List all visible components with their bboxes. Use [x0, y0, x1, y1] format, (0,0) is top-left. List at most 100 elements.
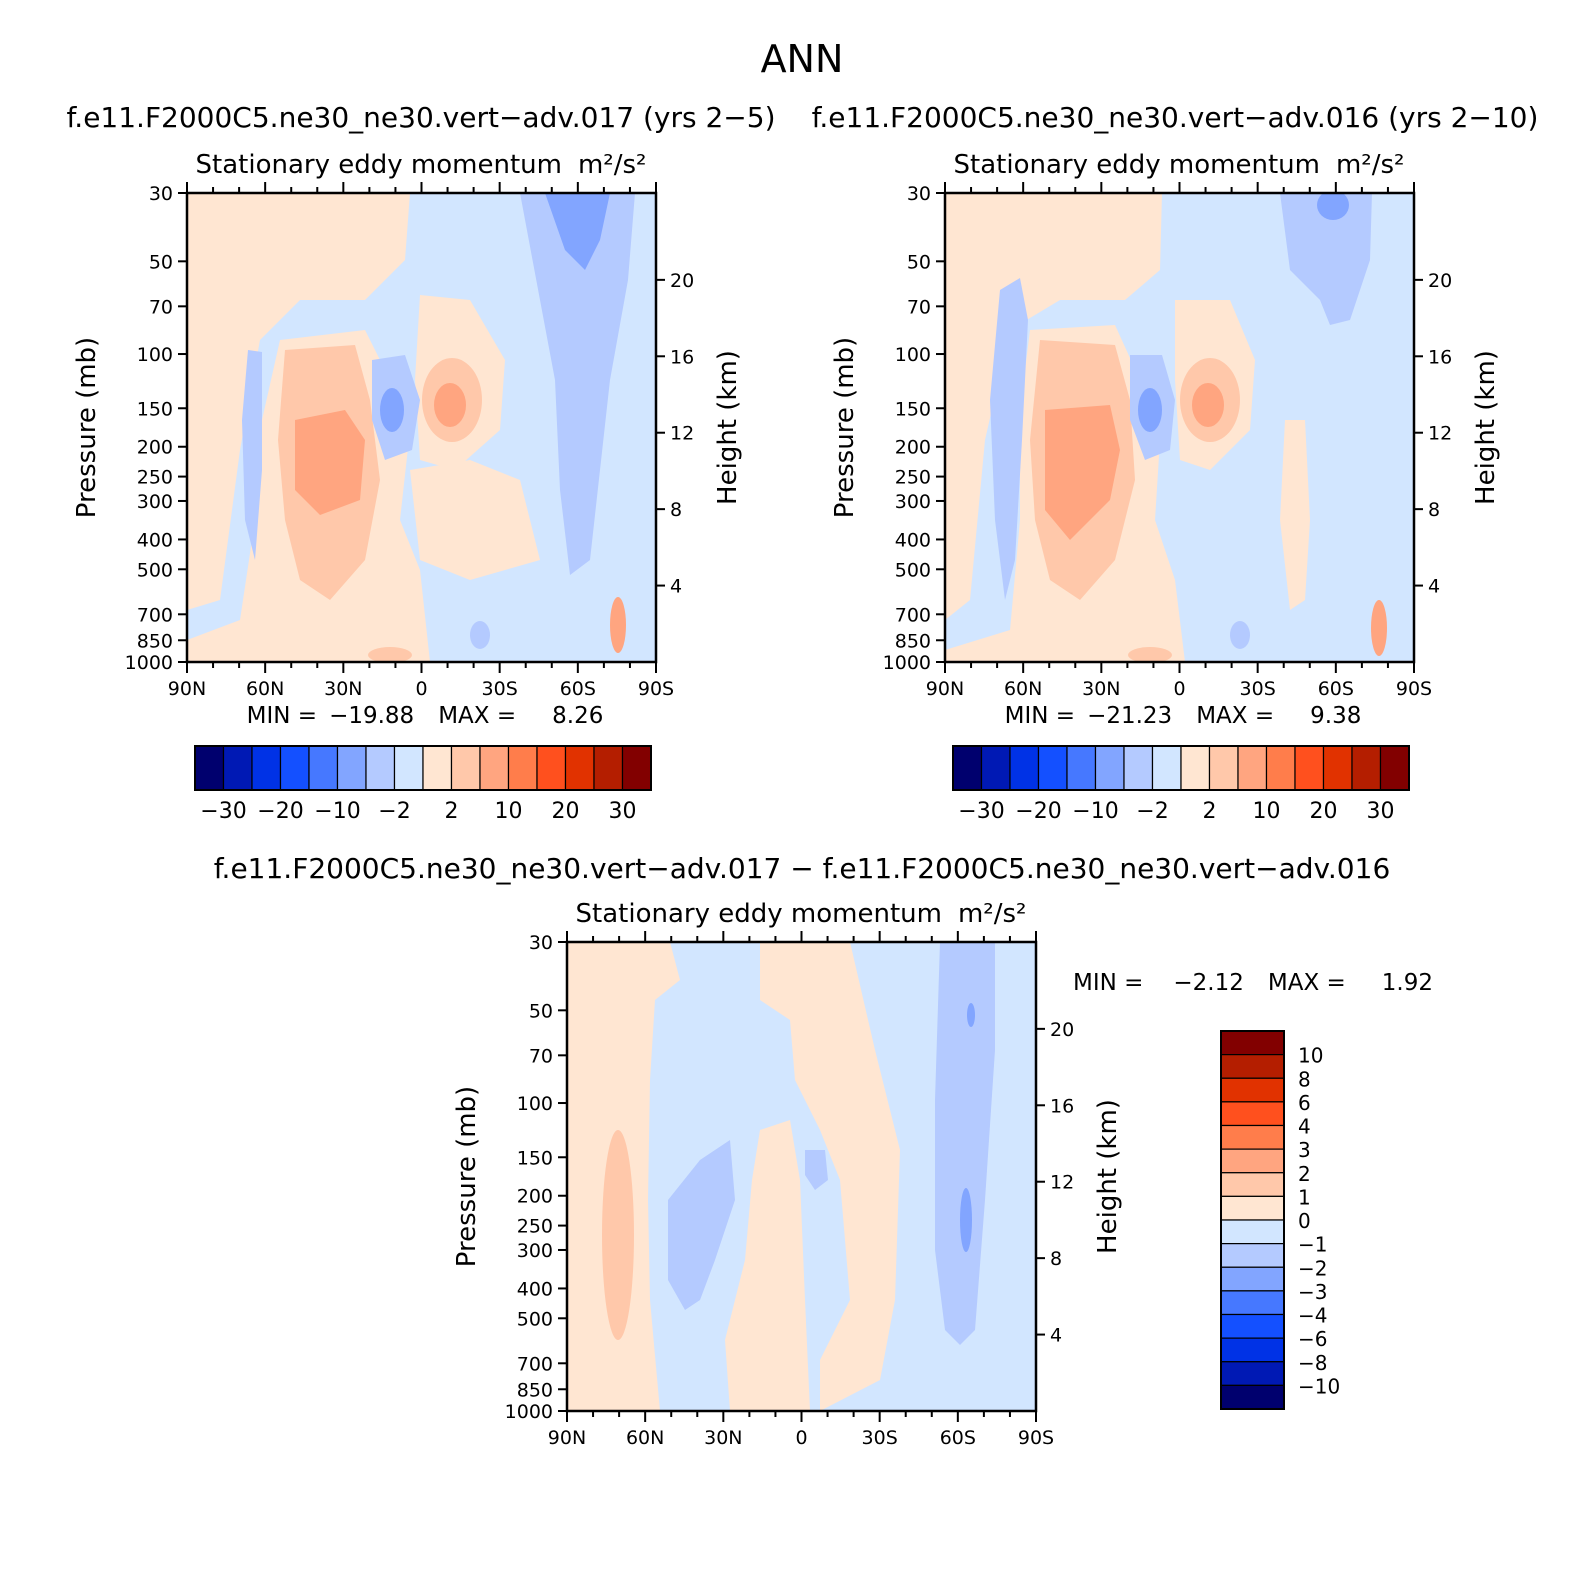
panel-2-max-label: MAX = — [1196, 703, 1274, 729]
colorbar-label: 1 — [1298, 1185, 1311, 1209]
colorbar-label: 2 — [445, 799, 459, 824]
x-tick-label: 0 — [1173, 678, 1185, 700]
colorbar-swatch — [1220, 1313, 1285, 1339]
panel-1-contour-pos-3 — [295, 410, 365, 515]
figure-title: ANN — [761, 37, 844, 81]
panel-1-minmax: MIN = −19.88 MAX = 8.26 — [247, 703, 604, 729]
panel-2-contour-pos-sfc-2 — [1128, 647, 1172, 662]
colorbar-swatch — [222, 745, 253, 791]
colorbar-label: 6 — [1298, 1091, 1311, 1115]
colorbar-swatch — [1220, 1195, 1285, 1221]
colorbar-swatch — [980, 745, 1011, 791]
panel-2-subtitle-text: Stationary eddy momentum — [954, 150, 1320, 180]
panel-3-title: f.e11.F2000C5.ne30_ne30.vert−adv.017 − f… — [214, 852, 1391, 885]
x-tick-label: 60S — [940, 1427, 976, 1449]
colorbar-swatch — [365, 745, 396, 791]
y-tick-label: 400 — [137, 529, 173, 551]
panel-1-title: f.e11.F2000C5.ne30_ne30.vert−adv.017 (yr… — [66, 101, 775, 134]
y-tick-label: 200 — [517, 1186, 553, 1208]
colorbar-swatch — [536, 745, 567, 791]
colorbar-1: −30 −20 −10 −2 2 10 20 30 — [194, 745, 652, 824]
panel-3-subtitle: Stationary eddy momentum m²/s² — [576, 899, 1027, 929]
y-tick-label: 400 — [895, 529, 931, 551]
x-tick-label: 30N — [324, 678, 362, 700]
colorbar-swatch — [1208, 745, 1239, 791]
panel-2-contour-pos-sfc — [1371, 600, 1387, 656]
colorbar-label: −6 — [1298, 1327, 1327, 1351]
colorbar-swatch — [1265, 745, 1296, 791]
y-right-tick-label: 8 — [1428, 499, 1440, 521]
panel-2: f.e11.F2000C5.ne30_ne30.vert−adv.016 (yr… — [812, 101, 1539, 700]
panel-2-contour-pos-3 — [1045, 405, 1120, 540]
colorbar-label: −30 — [200, 799, 246, 824]
colorbar-label: −8 — [1298, 1351, 1327, 1375]
y-right-axis-label: Height (km) — [1093, 1099, 1123, 1254]
y-right-axis-label: Height (km) — [1471, 350, 1501, 505]
colorbar-frame — [1220, 1030, 1285, 1410]
panel-2-title: f.e11.F2000C5.ne30_ne30.vert−adv.016 (yr… — [812, 101, 1539, 134]
y-tick-label: 1000 — [125, 652, 173, 674]
y-tick-label: 1000 — [883, 652, 931, 674]
y-tick-label: 250 — [517, 1216, 553, 1238]
colorbar-swatch — [593, 745, 624, 791]
panel-3-contour-neg-nh — [668, 1140, 735, 1310]
panel-1-units: m²/s² — [578, 150, 646, 180]
y-right-tick-label: 8 — [670, 499, 682, 521]
y-tick-label: 400 — [517, 1278, 553, 1300]
y-right-tick-label: 4 — [1050, 1325, 1062, 1347]
panel-3-contour-neg-sh-3 — [967, 1003, 975, 1027]
x-tick-label: 30N — [1082, 678, 1120, 700]
colorbar-swatch — [308, 745, 339, 791]
colorbar-swatch — [450, 745, 481, 791]
y-tick-label: 250 — [137, 467, 173, 489]
panel-3-contour-neg-eq — [805, 1150, 828, 1190]
y-tick-label: 500 — [895, 559, 931, 581]
colorbar-swatch — [1094, 745, 1125, 791]
panel-1: f.e11.F2000C5.ne30_ne30.vert−adv.017 (yr… — [66, 101, 775, 700]
x-tick-label: 30S — [862, 1427, 898, 1449]
colorbar-swatch — [1351, 745, 1382, 791]
colorbar-swatch — [1220, 1290, 1285, 1316]
colorbar-swatch — [1220, 1361, 1285, 1386]
y-right-tick-label: 12 — [670, 423, 694, 445]
y-tick-label: 30 — [529, 932, 553, 954]
panel-1-contour-neg-nh — [242, 350, 262, 560]
colorbar-swatch — [251, 745, 282, 791]
colorbar-swatch — [1220, 1101, 1285, 1127]
x-tick-label: 90N — [168, 678, 206, 700]
y-right-tick-label: 12 — [1428, 423, 1452, 445]
y-tick-label: 200 — [137, 437, 173, 459]
x-tick-label: 90N — [548, 1427, 586, 1449]
panel-1-subtitle: Stationary eddy momentum m²/s² — [196, 150, 647, 180]
y-right-axis-label: Height (km) — [713, 350, 743, 505]
colorbar-label: −2 — [1298, 1256, 1327, 1280]
y-tick-label: 300 — [517, 1240, 553, 1262]
x-tick-label: 60N — [1004, 678, 1042, 700]
panel-2-min-label: MIN = — [1005, 703, 1075, 729]
panel-3-units: m²/s² — [958, 899, 1026, 929]
panel-2-contour-pos-sh — [1280, 420, 1310, 610]
colorbar-swatch — [1220, 1337, 1285, 1363]
colorbar-swatch — [1220, 1054, 1285, 1079]
x-tick-label: 90N — [926, 678, 964, 700]
x-tick-label: 90S — [1018, 1427, 1054, 1449]
y-tick-label: 30 — [907, 183, 931, 205]
panel-1-min-value: −19.88 — [329, 703, 414, 729]
colorbar-swatch — [1237, 745, 1268, 791]
panel-3-contour-pos-mid — [725, 1120, 810, 1411]
x-tick-label: 0 — [415, 678, 427, 700]
y-tick-label: 700 — [137, 604, 173, 626]
y-tick-label: 100 — [895, 344, 931, 366]
colorbar-swatch — [1037, 745, 1068, 791]
y-tick-label: 30 — [149, 183, 173, 205]
colorbar-2: −30 −20 −10 −2 2 10 20 30 — [952, 745, 1410, 824]
panel-1-max-label: MAX = — [438, 703, 516, 729]
colorbar-label: −2 — [1136, 799, 1168, 824]
panel-1-contour-pos-sfc — [610, 597, 626, 653]
y-tick-label: 150 — [137, 398, 173, 420]
colorbar-swatch — [1220, 1124, 1285, 1150]
colorbar-swatch — [621, 745, 652, 791]
x-tick-label: 30S — [1240, 678, 1276, 700]
